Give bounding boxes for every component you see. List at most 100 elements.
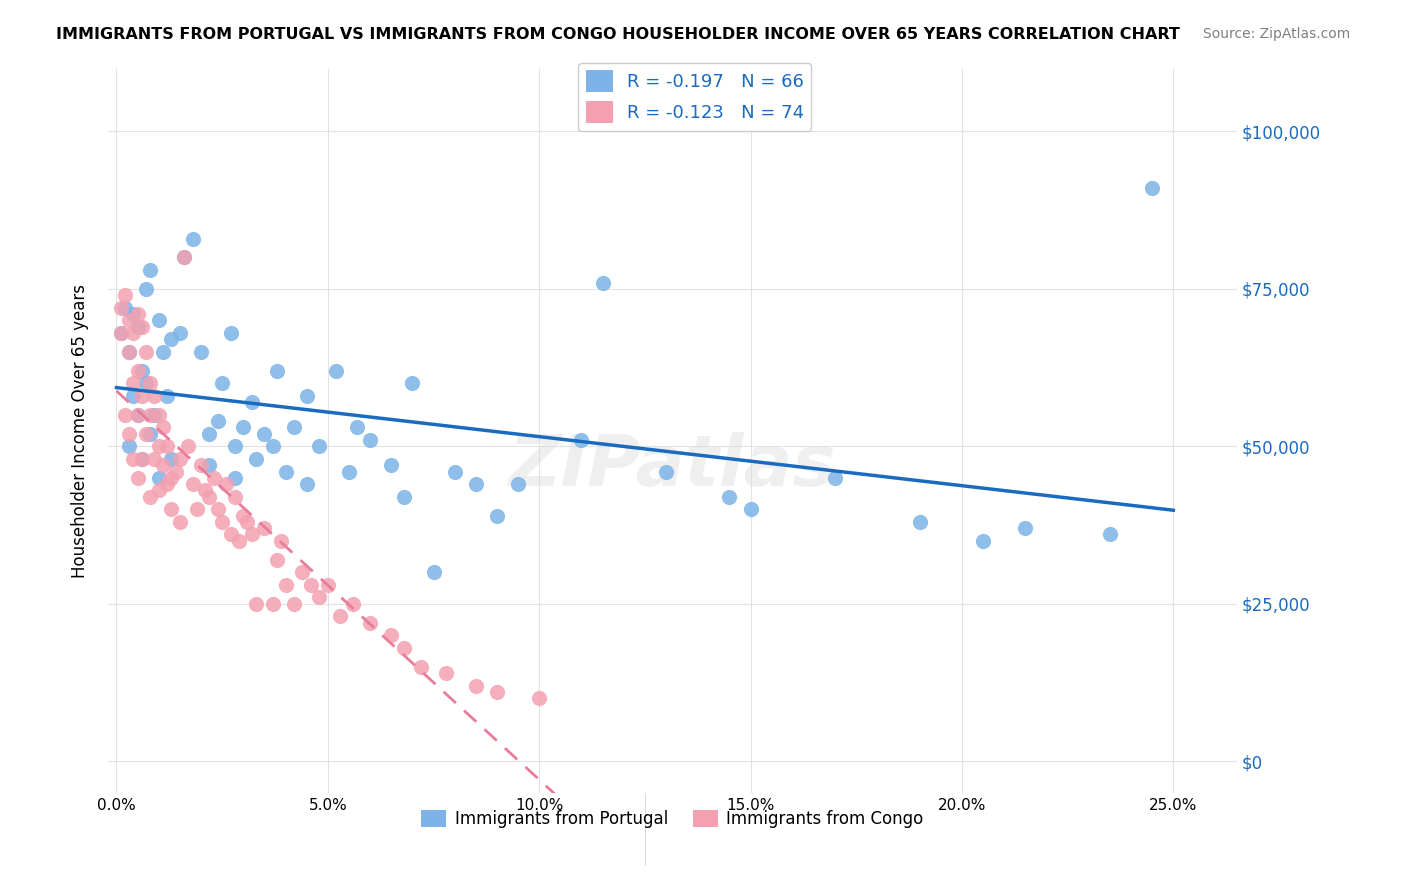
Point bbox=[173, 251, 195, 265]
Point bbox=[148, 483, 170, 498]
Point bbox=[211, 376, 233, 391]
Point bbox=[160, 332, 183, 346]
Point bbox=[131, 319, 153, 334]
Point bbox=[972, 533, 994, 548]
Point bbox=[401, 376, 423, 391]
Point bbox=[114, 408, 136, 422]
Point bbox=[392, 490, 415, 504]
Point bbox=[186, 502, 208, 516]
Point bbox=[181, 477, 204, 491]
Point bbox=[160, 451, 183, 466]
Point bbox=[198, 426, 221, 441]
Point bbox=[485, 685, 508, 699]
Point bbox=[329, 609, 352, 624]
Point bbox=[270, 533, 292, 548]
Point bbox=[148, 439, 170, 453]
Point bbox=[181, 231, 204, 245]
Point bbox=[824, 471, 846, 485]
Text: ZIPatlas: ZIPatlas bbox=[509, 433, 837, 501]
Point bbox=[127, 408, 149, 422]
Point bbox=[110, 326, 132, 340]
Point bbox=[346, 420, 368, 434]
Point bbox=[143, 389, 166, 403]
Point bbox=[359, 615, 381, 630]
Point bbox=[266, 364, 288, 378]
Point bbox=[127, 319, 149, 334]
Point bbox=[139, 376, 162, 391]
Point bbox=[308, 591, 330, 605]
Point bbox=[506, 477, 529, 491]
Point bbox=[173, 251, 195, 265]
Point bbox=[122, 389, 145, 403]
Point bbox=[131, 451, 153, 466]
Point bbox=[127, 471, 149, 485]
Point bbox=[135, 282, 157, 296]
Point bbox=[262, 439, 284, 453]
Point bbox=[198, 458, 221, 473]
Point bbox=[148, 313, 170, 327]
Point bbox=[207, 414, 229, 428]
Point bbox=[156, 477, 179, 491]
Point bbox=[152, 420, 174, 434]
Point bbox=[266, 552, 288, 566]
Point bbox=[122, 326, 145, 340]
Point bbox=[156, 389, 179, 403]
Point bbox=[245, 597, 267, 611]
Point bbox=[127, 307, 149, 321]
Point bbox=[236, 515, 259, 529]
Point bbox=[316, 578, 339, 592]
Point bbox=[485, 508, 508, 523]
Point bbox=[718, 490, 741, 504]
Point bbox=[908, 515, 931, 529]
Point bbox=[148, 408, 170, 422]
Point bbox=[380, 458, 402, 473]
Point bbox=[139, 426, 162, 441]
Point bbox=[110, 301, 132, 315]
Point bbox=[295, 389, 318, 403]
Point bbox=[443, 465, 465, 479]
Point bbox=[122, 307, 145, 321]
Point bbox=[219, 326, 242, 340]
Point bbox=[118, 344, 141, 359]
Point bbox=[131, 364, 153, 378]
Point bbox=[224, 471, 246, 485]
Point bbox=[194, 483, 217, 498]
Point bbox=[325, 364, 347, 378]
Point bbox=[337, 465, 360, 479]
Point bbox=[1098, 527, 1121, 541]
Point bbox=[274, 578, 297, 592]
Point bbox=[295, 477, 318, 491]
Point bbox=[190, 458, 212, 473]
Y-axis label: Householder Income Over 65 years: Householder Income Over 65 years bbox=[72, 284, 89, 578]
Point bbox=[135, 344, 157, 359]
Point bbox=[143, 451, 166, 466]
Point bbox=[207, 502, 229, 516]
Point bbox=[434, 666, 457, 681]
Point bbox=[253, 426, 276, 441]
Point bbox=[143, 408, 166, 422]
Point bbox=[1140, 181, 1163, 195]
Point bbox=[198, 490, 221, 504]
Point bbox=[308, 439, 330, 453]
Point bbox=[224, 439, 246, 453]
Point bbox=[169, 515, 191, 529]
Point bbox=[219, 527, 242, 541]
Point bbox=[122, 451, 145, 466]
Point bbox=[127, 408, 149, 422]
Legend: Immigrants from Portugal, Immigrants from Congo: Immigrants from Portugal, Immigrants fro… bbox=[415, 804, 931, 835]
Point bbox=[380, 628, 402, 642]
Point bbox=[118, 439, 141, 453]
Point bbox=[215, 477, 238, 491]
Point bbox=[118, 426, 141, 441]
Point bbox=[118, 344, 141, 359]
Point bbox=[135, 376, 157, 391]
Point bbox=[152, 344, 174, 359]
Point bbox=[422, 566, 444, 580]
Point bbox=[177, 439, 200, 453]
Point bbox=[139, 490, 162, 504]
Point bbox=[262, 597, 284, 611]
Point bbox=[139, 408, 162, 422]
Point bbox=[169, 451, 191, 466]
Point bbox=[228, 533, 250, 548]
Point bbox=[118, 313, 141, 327]
